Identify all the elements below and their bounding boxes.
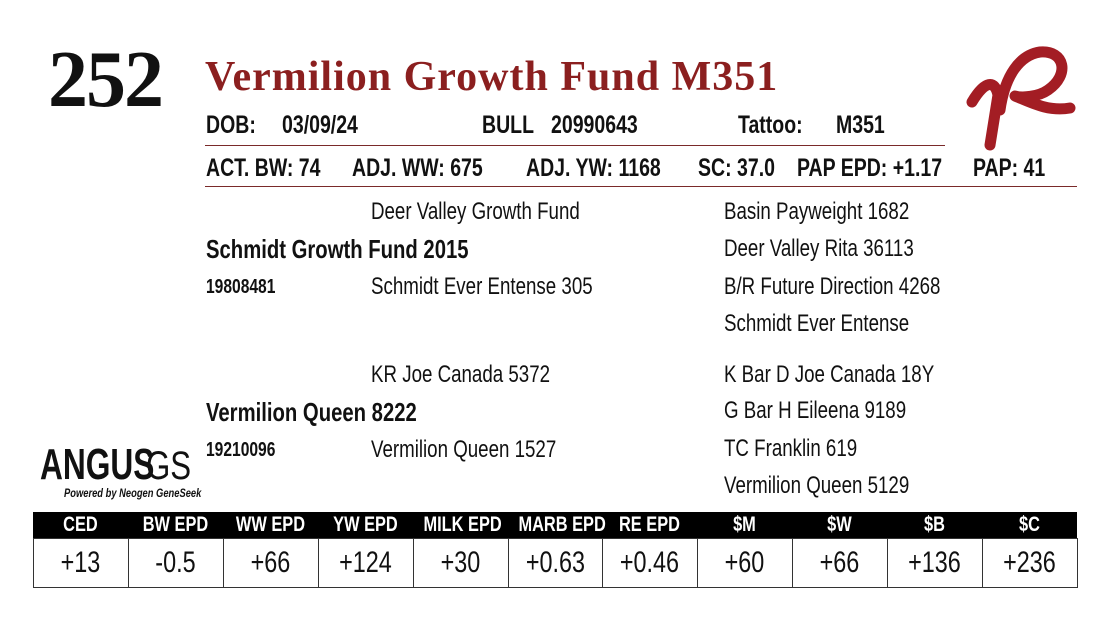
epd-header: $C — [1019, 513, 1041, 536]
epd-header: YW EPD — [332, 513, 398, 536]
granddam: Vermilion Queen 1527 — [371, 436, 557, 463]
epd-cell — [982, 538, 1078, 588]
great-grandparent: G Bar H Eileena 9189 — [724, 397, 907, 424]
great-grandparent: TC Franklin 619 — [724, 435, 858, 462]
info-label: DOB: — [206, 111, 256, 139]
info-value: M351 — [836, 111, 885, 139]
performance-stat: SC: 37.0 — [698, 154, 775, 182]
epd-header: WW EPD — [235, 513, 305, 536]
great-grandparent: K Bar D Joe Canada 18Y — [724, 361, 935, 388]
logo-suffix: GS — [146, 444, 192, 488]
epd-header: MARB EPD — [517, 513, 606, 536]
info-label: BULL — [482, 111, 534, 139]
epd-header-bar — [33, 512, 1077, 538]
epd-value: +0.63 — [525, 546, 585, 579]
logo-tagline: Powered by Neogen GeneSeek — [64, 486, 202, 500]
performance-stat: ADJ. YW: 1168 — [526, 154, 661, 182]
epd-header: $W — [827, 513, 853, 536]
rule — [205, 186, 1077, 187]
epd-value: +236 — [1003, 546, 1056, 579]
parent-name: Schmidt Growth Fund 2015 — [206, 234, 469, 264]
granddam: Schmidt Ever Entense 305 — [371, 273, 593, 300]
grandsire: Deer Valley Growth Fund — [371, 198, 580, 225]
rule — [205, 145, 945, 146]
logo-brand: ANGUS — [40, 440, 155, 489]
epd-header: $B — [924, 513, 946, 536]
performance-stat: ACT. BW: 74 — [206, 154, 321, 182]
epd-header: RE EPD — [619, 513, 681, 536]
great-grandparent: Basin Payweight 1682 — [724, 198, 910, 225]
great-grandparent: B/R Future Direction 4268 — [724, 273, 941, 300]
epd-header: BW EPD — [142, 513, 209, 536]
performance-stat: ADJ. WW: 675 — [352, 154, 483, 182]
epd-value: +13 — [60, 546, 101, 579]
info-value: 03/09/24 — [282, 111, 358, 139]
performance-stat: PAP: 41 — [973, 154, 1046, 182]
epd-value: +66 — [250, 546, 291, 579]
great-grandparent: Vermilion Queen 5129 — [724, 472, 910, 499]
epd-value: +136 — [908, 546, 961, 579]
performance-stat: PAP EPD: +1.17 — [797, 154, 943, 182]
great-grandparent: Deer Valley Rita 36113 — [724, 235, 914, 262]
vr-logo — [966, 46, 1076, 151]
info-value: 20990643 — [551, 111, 638, 139]
info-label: Tattoo: — [738, 111, 803, 139]
epd-value: +0.46 — [620, 546, 680, 579]
lot-title: Vermilion Growth Fund M351 — [205, 54, 779, 100]
epd-value: +30 — [440, 546, 480, 579]
epd-header: $M — [733, 513, 757, 536]
epd-value: +124 — [338, 546, 392, 579]
lot-number: 252 — [48, 36, 164, 124]
epd-header: CED — [63, 513, 98, 536]
parent-name: Vermilion Queen 8222 — [206, 397, 417, 427]
epd-value: +66 — [819, 546, 860, 579]
registration: 19210096 — [206, 439, 276, 461]
epd-header: MILK EPD — [423, 513, 502, 536]
epd-value: -0.5 — [155, 546, 196, 579]
epd-value: +60 — [724, 546, 765, 579]
great-grandparent: Schmidt Ever Entense — [724, 310, 910, 337]
registration: 19808481 — [206, 276, 276, 298]
grandsire: KR Joe Canada 5372 — [371, 361, 551, 388]
